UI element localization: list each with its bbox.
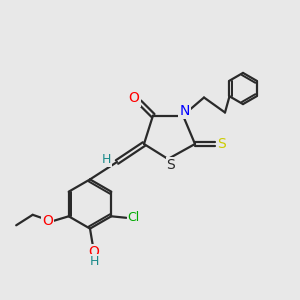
Text: N: N	[179, 104, 190, 118]
Text: O: O	[129, 92, 140, 105]
Text: O: O	[88, 245, 99, 259]
Text: O: O	[42, 214, 53, 228]
Text: H: H	[102, 152, 111, 166]
Text: Cl: Cl	[128, 211, 140, 224]
Text: S: S	[167, 158, 176, 172]
Text: S: S	[217, 137, 226, 151]
Text: H: H	[90, 255, 99, 268]
